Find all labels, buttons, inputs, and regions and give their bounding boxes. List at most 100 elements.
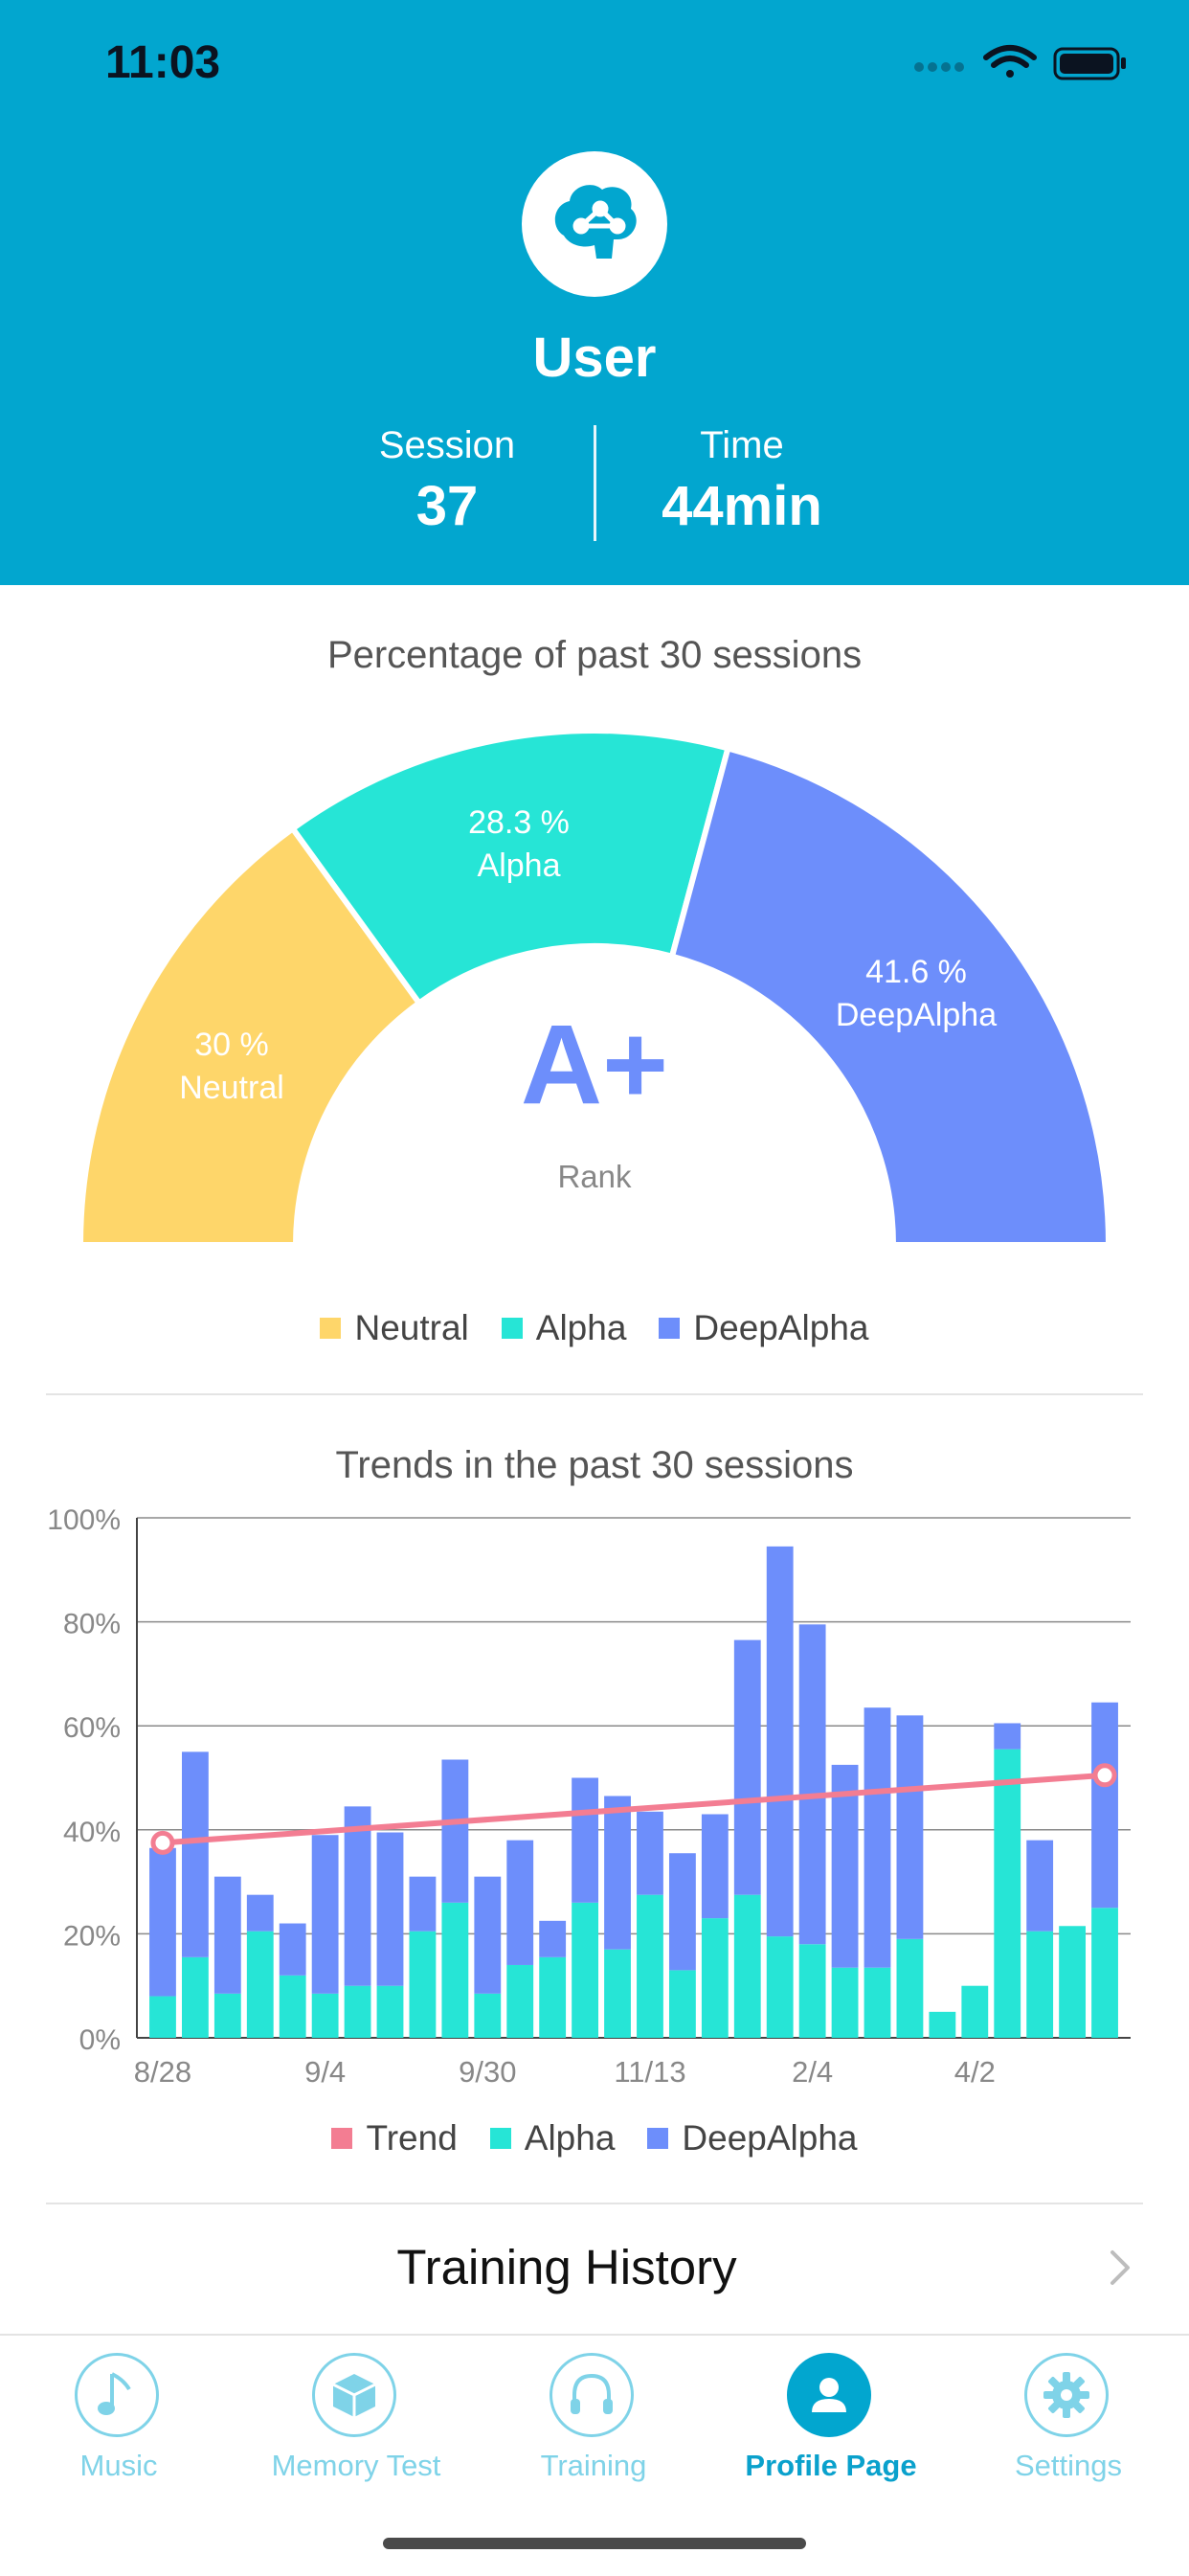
tab-label: Music [79, 2449, 158, 2482]
x-tick-label: 11/13 [614, 2055, 685, 2089]
bar-deepalpha [637, 1811, 663, 1895]
x-tick-label: 4/2 [954, 2055, 996, 2089]
chevron-right-icon [1110, 2250, 1130, 2285]
bar-alpha [279, 1975, 306, 2038]
bar-deepalpha [798, 1624, 826, 1945]
tab-label: Training [540, 2449, 647, 2482]
bar-deepalpha [701, 1814, 729, 1919]
x-tick-label: 9/4 [304, 2055, 346, 2089]
neutral-swatch [320, 1318, 342, 1339]
neutral-percent: 30 % [194, 1027, 269, 1063]
gauge-segment-alpha [288, 728, 732, 1007]
bar-alpha [539, 1956, 567, 2038]
deepalpha-percent: 41.6 % [865, 954, 967, 990]
bar-deepalpha [668, 1853, 696, 1971]
avatar[interactable] [522, 151, 667, 297]
bar-deepalpha [376, 1832, 404, 1986]
bar-deepalpha [1026, 1840, 1054, 1932]
x-tick-label: 9/30 [459, 2055, 516, 2089]
bar-deepalpha [279, 1923, 306, 1976]
legend-alpha: Alpha [489, 2118, 615, 2158]
gauge-segment-deepalpha [668, 744, 1112, 1248]
bar-alpha [409, 1931, 437, 2038]
bar-alpha [1091, 1908, 1118, 2038]
alpha-percent: 28.3 % [468, 804, 570, 841]
bar-deepalpha [539, 1920, 567, 1957]
bar-alpha [344, 1985, 371, 2038]
trend-line [162, 1772, 1106, 1846]
neutral-name: Neutral [179, 1070, 284, 1106]
bar-alpha [961, 1985, 989, 2038]
bar-alpha [311, 1993, 339, 2038]
bar-alpha [701, 1918, 729, 2038]
brain-logo-icon [554, 185, 637, 259]
trend-swatch [331, 2128, 353, 2149]
training-history-label: Training History [396, 2240, 737, 2294]
tab-training[interactable]: Training [475, 2343, 712, 2487]
home-indicator [383, 2538, 806, 2549]
legend-label: DeepAlpha [682, 2118, 858, 2158]
bar-alpha [181, 1956, 209, 2038]
profile-header: 11:03 User Session 37 Time 44min [0, 0, 1189, 585]
bar-alpha [441, 1902, 469, 2038]
gauge-legend: Neutral Alpha DeepAlpha [0, 1308, 1189, 1348]
bar-deepalpha [344, 1806, 371, 1986]
bar-deepalpha [246, 1894, 274, 1932]
battery-icon [1053, 47, 1126, 80]
bar-deepalpha [766, 1546, 794, 1937]
time-value: 44min [662, 475, 822, 537]
divider [46, 1393, 1143, 1395]
bar-alpha [506, 1964, 534, 2038]
bar-alpha [798, 1944, 826, 2038]
y-tick-label: 40% [63, 1817, 121, 1848]
bar-alpha [1026, 1931, 1054, 2038]
bar-alpha [474, 1993, 502, 2038]
training-history-row[interactable]: Training History [0, 2203, 1189, 2333]
trends-legend: Trend Alpha DeepAlpha [0, 2118, 1189, 2158]
bar-alpha [572, 1902, 599, 2038]
legend-deepalpha: DeepAlpha [647, 2118, 858, 2158]
legend-label: DeepAlpha [693, 1308, 869, 1347]
gear-icon [1024, 2353, 1109, 2437]
bar-deepalpha [409, 1876, 437, 1932]
bar-alpha [766, 1936, 794, 2038]
trends-chart: 0% 20% 40% 60% 80% 100% 8/28 9/4 9/30 11/13 2/4 4/2 [47, 1504, 1131, 2089]
bar-deepalpha [474, 1876, 502, 1994]
tab-music[interactable]: Music [0, 2343, 237, 2487]
signal-icon [914, 62, 964, 72]
deepalpha-swatch [647, 2128, 669, 2149]
time-label: Time [700, 424, 784, 466]
y-tick-label: 100% [47, 1504, 121, 1536]
tab-profile-page[interactable]: Profile Page [712, 2343, 950, 2487]
bar-alpha [733, 1894, 761, 2038]
user-name: User [532, 327, 657, 389]
alpha-swatch [489, 2128, 511, 2149]
tab-memory-test[interactable]: Memory Test [237, 2343, 475, 2487]
divider [46, 2203, 1143, 2204]
bar-alpha [149, 1996, 176, 2038]
bar-deepalpha [181, 1751, 209, 1957]
trends-title: Trends in the past 30 sessions [335, 1444, 854, 1486]
legend-label: Trend [366, 2118, 458, 2158]
deepalpha-swatch [659, 1318, 681, 1339]
rank-label: Rank [557, 1159, 632, 1194]
bar-alpha [896, 1938, 924, 2038]
bar-deepalpha [149, 1847, 176, 1997]
bar-deepalpha [311, 1835, 339, 1994]
headphones-icon [550, 2353, 634, 2437]
bar-alpha [831, 1967, 859, 2038]
bar-deepalpha [1091, 1702, 1118, 1909]
bar-alpha [1059, 1926, 1087, 2038]
legend-neutral: Neutral [320, 1308, 469, 1348]
bar-alpha [376, 1985, 404, 2038]
tab-settings[interactable]: Settings [950, 2343, 1187, 2487]
alpha-swatch [501, 1318, 523, 1339]
legend-alpha: Alpha [501, 1308, 626, 1348]
status-time: 11:03 [105, 37, 221, 88]
bar-deepalpha [994, 1723, 1021, 1750]
gauge-chart: 30 % Neutral 28.3 % Alpha 41.6 % DeepAlp… [77, 728, 1112, 1248]
person-icon [787, 2353, 871, 2437]
x-tick-label: 2/4 [792, 2055, 833, 2089]
bar-alpha [604, 1949, 631, 2038]
bar-alpha [864, 1967, 891, 2038]
